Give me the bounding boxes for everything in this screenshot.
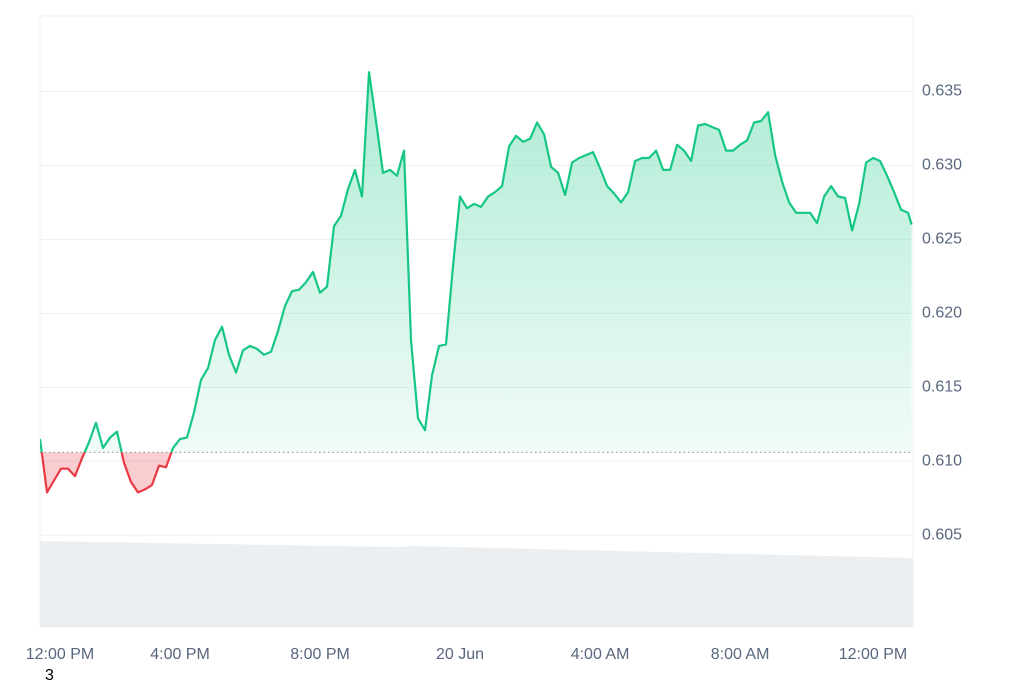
x-tick-label: 20 Jun <box>436 646 484 663</box>
x-tick-label: 12:00 PM <box>26 646 94 663</box>
x-tick-label: 4:00 AM <box>571 646 630 663</box>
x-tick-label: 8:00 PM <box>290 646 350 663</box>
annotation: 3 <box>45 667 54 683</box>
area-above <box>40 72 912 453</box>
x-tick-label: 12:00 PM <box>839 646 907 663</box>
x-tick-label: 8:00 AM <box>711 646 770 663</box>
y-tick-label: 0.610 <box>922 453 962 470</box>
y-tick-label: 0.605 <box>922 526 962 543</box>
x-tick-label: 4:00 PM <box>150 646 210 663</box>
y-tick-label: 0.620 <box>922 305 962 322</box>
y-tick-label: 0.635 <box>922 83 962 100</box>
y-tick-label: 0.630 <box>922 157 962 174</box>
y-tick-label: 0.625 <box>922 231 962 248</box>
area-below <box>40 452 912 493</box>
y-tick-label: 0.615 <box>922 379 962 396</box>
price-line-up <box>40 71 913 453</box>
volume-area <box>40 541 913 627</box>
